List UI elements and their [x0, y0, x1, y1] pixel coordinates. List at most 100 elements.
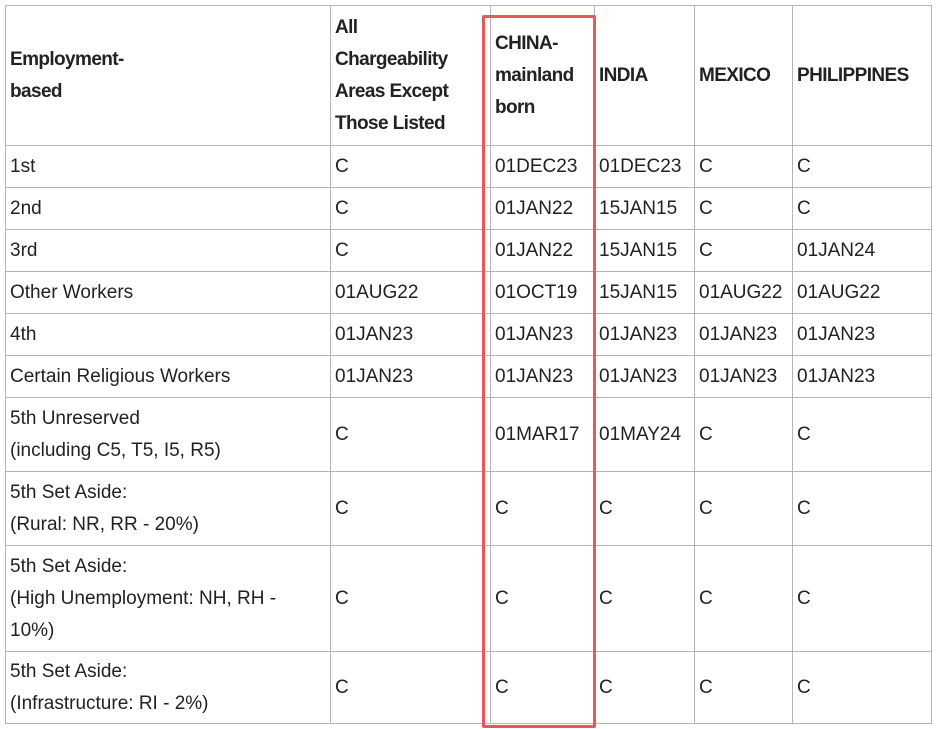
cell-line: (including C5, T5, I5, R5): [10, 439, 221, 461]
cell-line: C: [599, 497, 613, 519]
cell-line: (Rural: NR, RR - 20%): [10, 513, 199, 535]
cell-line: 01JAN22: [495, 197, 574, 219]
cell-line: 01DEC23: [599, 155, 682, 177]
cell-line: 01MAY24: [599, 423, 682, 445]
table-cell: 4th: [5, 313, 331, 356]
cell-line: C: [797, 676, 811, 698]
table-cell: 01JAN23: [490, 355, 595, 398]
cell-line: MEXICO: [699, 64, 771, 86]
table-cell: 01JAN23: [330, 355, 491, 398]
table-row: 5th Unreserved (including C5, T5, I5, R5)…: [5, 397, 932, 472]
header-cell: INDIA: [594, 5, 695, 146]
cell-line: 01JAN23: [797, 323, 876, 345]
table-row: 5th Set Aside: (Infrastructure: RI - 2%) C…: [5, 651, 932, 724]
table-row: Certain Religious Workers 01JAN23 01JAN23 0…: [5, 355, 932, 398]
table-cell: 01DEC23: [594, 145, 695, 188]
table-cell: C: [694, 229, 793, 272]
cell-line: 01AUG22: [335, 281, 419, 303]
table-cell: 01JAN23: [594, 355, 695, 398]
table-cell: 01AUG22: [792, 271, 932, 314]
table-cell: C: [330, 545, 491, 652]
cell-line: C: [797, 155, 811, 177]
table-cell: 01JAN23: [694, 355, 793, 398]
table-cell: 01AUG22: [694, 271, 793, 314]
table-cell: C: [792, 545, 932, 652]
cell-line: C: [335, 239, 349, 261]
cell-line: 01OCT19: [495, 281, 578, 303]
cell-line: C: [599, 587, 613, 609]
table-cell: C: [792, 145, 932, 188]
cell-line: 10%): [10, 619, 55, 641]
table-row: 4th 01JAN23 01JAN23 01JAN23 01JAN23 01JAN23: [5, 313, 932, 356]
table-cell: 5th Unreserved (including C5, T5, I5, R5): [5, 397, 331, 472]
cell-line: C: [797, 587, 811, 609]
cell-line: C: [335, 197, 349, 219]
cell-line: Those Listed: [335, 112, 446, 134]
cell-line: 01MAR17: [495, 423, 580, 445]
cell-line: C: [335, 676, 349, 698]
header-cell: All Chargeability Areas Except Those Listed: [330, 5, 491, 146]
table-cell: C: [694, 145, 793, 188]
header-cell: MEXICO: [694, 5, 793, 146]
table-cell: C: [330, 471, 491, 546]
cell-line: C: [797, 423, 811, 445]
cell-line: 3rd: [10, 239, 38, 261]
table-cell: 01AUG22: [330, 271, 491, 314]
table-cell: Certain Religious Workers: [5, 355, 331, 398]
cell-line: 4th: [10, 323, 37, 345]
cell-line: 01AUG22: [797, 281, 881, 303]
cell-line: C: [797, 497, 811, 519]
table-cell: 01OCT19: [490, 271, 595, 314]
cell-line: based: [10, 80, 63, 102]
cell-line: 5th Unreserved: [10, 407, 140, 429]
table-cell: C: [490, 651, 595, 724]
table-cell: C: [694, 471, 793, 546]
table-cell: C: [330, 229, 491, 272]
cell-line: C: [699, 587, 713, 609]
cell-line: Employment-: [10, 48, 124, 70]
cell-line: 01DEC23: [495, 155, 578, 177]
cell-line: 01JAN23: [495, 365, 574, 387]
table-cell: 5th Set Aside: (High Unemployment: NH, RH…: [5, 545, 331, 652]
cell-line: Other Workers: [10, 281, 134, 303]
cell-line: mainland: [495, 64, 574, 86]
cell-line: 01JAN23: [699, 365, 778, 387]
cell-line: 5th Set Aside:: [10, 481, 128, 503]
table-cell: 01JAN23: [792, 313, 932, 356]
table-row: Other Workers 01AUG22 01OCT19 15JAN15 01AUG2…: [5, 271, 932, 314]
cell-line: 01JAN23: [335, 323, 414, 345]
table-cell: C: [490, 545, 595, 652]
table-cell: 1st: [5, 145, 331, 188]
table-row: 5th Set Aside: (Rural: NR, RR - 20%) C C C C C: [5, 471, 932, 546]
table-cell: 01JAN23: [490, 313, 595, 356]
table-cell: C: [490, 471, 595, 546]
cell-line: Areas Except: [335, 80, 449, 102]
table-cell: C: [330, 145, 491, 188]
cell-line: C: [699, 155, 713, 177]
cell-line: C: [699, 423, 713, 445]
table-cell: C: [594, 471, 695, 546]
visa-bulletin-table: Employment-based All Chargeability Areas Ex…: [5, 5, 932, 724]
table-cell: 01JAN22: [490, 229, 595, 272]
table-cell: C: [694, 187, 793, 230]
cell-line: 2nd: [10, 197, 42, 219]
cell-line: 5th Set Aside:: [10, 555, 128, 577]
table-cell: C: [792, 471, 932, 546]
table-cell: 01JAN22: [490, 187, 595, 230]
table-cell: C: [694, 651, 793, 724]
table-cell: 3rd: [5, 229, 331, 272]
header-cell: CHINA-mainland born: [490, 5, 595, 146]
cell-line: 1st: [10, 155, 36, 177]
cell-line: C: [335, 497, 349, 519]
cell-line: C: [699, 497, 713, 519]
cell-line: 15JAN15: [599, 239, 678, 261]
table-cell: Other Workers: [5, 271, 331, 314]
cell-line: C: [335, 587, 349, 609]
cell-line: 01JAN23: [699, 323, 778, 345]
table-cell: C: [330, 651, 491, 724]
cell-line: 01AUG22: [699, 281, 783, 303]
cell-line: C: [335, 423, 349, 445]
table-cell: 5th Set Aside: (Rural: NR, RR - 20%): [5, 471, 331, 546]
cell-line: 01JAN24: [797, 239, 876, 261]
